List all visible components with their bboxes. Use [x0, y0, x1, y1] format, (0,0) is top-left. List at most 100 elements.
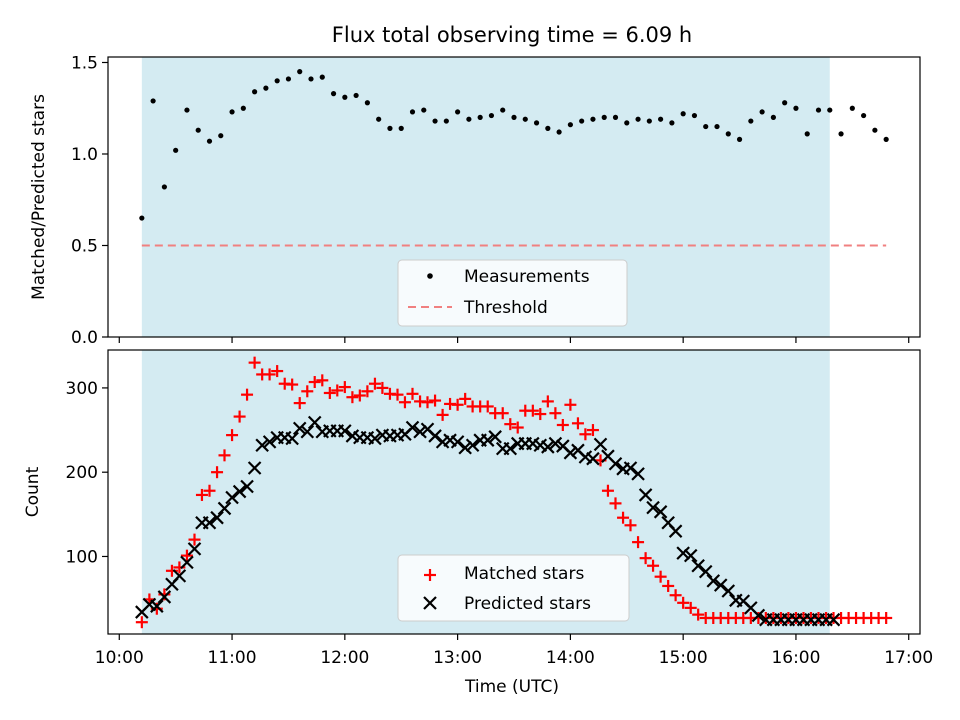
matched-star-point — [241, 388, 254, 401]
predicted-star-point — [488, 430, 502, 444]
matched-star-point — [421, 396, 434, 409]
measurement-point — [782, 100, 788, 106]
predicted-star-point — [292, 421, 307, 436]
measurement-point — [748, 118, 754, 124]
matched-star-point — [511, 421, 524, 434]
measurement-point — [364, 100, 370, 106]
predicted-star-point — [450, 435, 465, 449]
top-y-axis-label: Matched/Predicted stars — [29, 94, 49, 300]
predicted-star-point — [225, 490, 239, 505]
measurement-point — [590, 116, 596, 122]
measurement-point — [161, 184, 167, 190]
matched-star-point — [391, 388, 404, 401]
matched-star-point — [677, 596, 690, 609]
matched-star-point — [286, 378, 299, 391]
matched-star-point — [323, 386, 336, 399]
measurement-point — [759, 109, 765, 115]
matched-star-point — [601, 484, 614, 497]
matched-star-point — [316, 374, 329, 387]
top-legend: Measurements Threshold — [397, 259, 628, 327]
matched-star-point — [632, 536, 645, 549]
measurement-point — [804, 131, 810, 137]
measurement-point — [691, 112, 698, 119]
matched-star-point — [617, 511, 630, 524]
legend-marker-measurements — [427, 273, 433, 279]
measurement-point — [263, 85, 269, 91]
predicted-star-point — [232, 484, 247, 499]
matched-star-point — [880, 611, 893, 624]
matched-star-point — [361, 385, 374, 398]
top-plot-frame — [107, 56, 921, 338]
predicted-star-point — [653, 505, 668, 519]
measurement-point — [533, 120, 540, 126]
matched-star-point — [556, 419, 569, 432]
matched-star-point — [684, 601, 697, 614]
measurement-point — [477, 114, 483, 120]
measurement-point — [240, 105, 246, 111]
top-y-tick-label: 1.0 — [71, 145, 98, 165]
predicted-star-point — [210, 510, 224, 525]
predicted-star-point — [465, 438, 480, 453]
x-tick-label: 13:00 — [433, 648, 482, 668]
measurement-point — [330, 91, 337, 97]
x-tick-label: 12:00 — [320, 648, 369, 668]
matched-star-point — [308, 376, 321, 389]
matched-star-point — [609, 497, 622, 510]
matched-star-point — [541, 395, 554, 408]
matched-star-point — [180, 549, 193, 562]
matched-star-point — [165, 564, 178, 577]
bottom-legend: Matched stars Predicted stars — [397, 554, 630, 622]
predicted-star-point — [413, 424, 427, 439]
legend-marker-predicted-stars — [423, 596, 437, 610]
matched-star-point — [135, 616, 148, 629]
predicted-star-point — [676, 546, 690, 560]
measurement-point — [398, 125, 404, 131]
measurement-point — [635, 116, 641, 122]
measurement-point — [297, 69, 303, 75]
measurement-point — [736, 136, 743, 142]
bottom-plot-frame — [107, 349, 921, 635]
measurement-point — [579, 118, 585, 124]
legend-label-matched-stars: Matched stars — [464, 564, 584, 584]
x-tick-label: 10:00 — [95, 648, 144, 668]
matched-star-point — [203, 484, 216, 497]
measurement-point — [815, 107, 822, 113]
matched-star-point — [586, 424, 599, 437]
predicted-star-point — [458, 440, 472, 455]
matched-star-point — [571, 417, 584, 430]
predicted-star-point — [541, 440, 555, 454]
matched-star-point — [564, 398, 577, 411]
matched-star-point — [233, 410, 246, 423]
matched-star-point — [226, 429, 239, 442]
matched-star-point — [654, 570, 667, 583]
x-tick-label: 17:00 — [884, 648, 933, 668]
predicted-star-point — [262, 435, 277, 449]
matched-star-point — [504, 418, 517, 431]
predicted-star-point — [691, 558, 705, 573]
measurement-point — [421, 107, 427, 113]
matched-star-point — [398, 396, 411, 409]
measurement-point — [545, 125, 551, 131]
measurement-point — [556, 129, 562, 135]
measurement-point — [612, 114, 619, 120]
top-y-axis-ticks: 0.0 0.5 1.0 1.5 — [71, 53, 108, 348]
x-tick-label: 11:00 — [208, 648, 257, 668]
predicted-star-point — [247, 461, 262, 475]
measurement-point — [567, 122, 573, 128]
measurement-point — [387, 125, 393, 131]
predicted-star-point — [157, 590, 172, 604]
measurement-point — [872, 127, 878, 133]
measurement-point — [342, 94, 348, 100]
measurement-point — [522, 116, 528, 122]
predicted-star-point — [285, 431, 299, 446]
matched-star-point — [271, 365, 284, 378]
measurement-point — [443, 118, 449, 124]
predicted-star-point — [608, 456, 623, 471]
matched-star-point — [669, 589, 682, 602]
top-y-tick-label: 0.5 — [71, 236, 98, 256]
matched-star-point — [496, 407, 509, 420]
matched-star-point — [406, 387, 419, 400]
predicted-star-point — [180, 555, 194, 570]
predicted-star-point — [713, 578, 728, 592]
measurement-point — [624, 120, 630, 126]
